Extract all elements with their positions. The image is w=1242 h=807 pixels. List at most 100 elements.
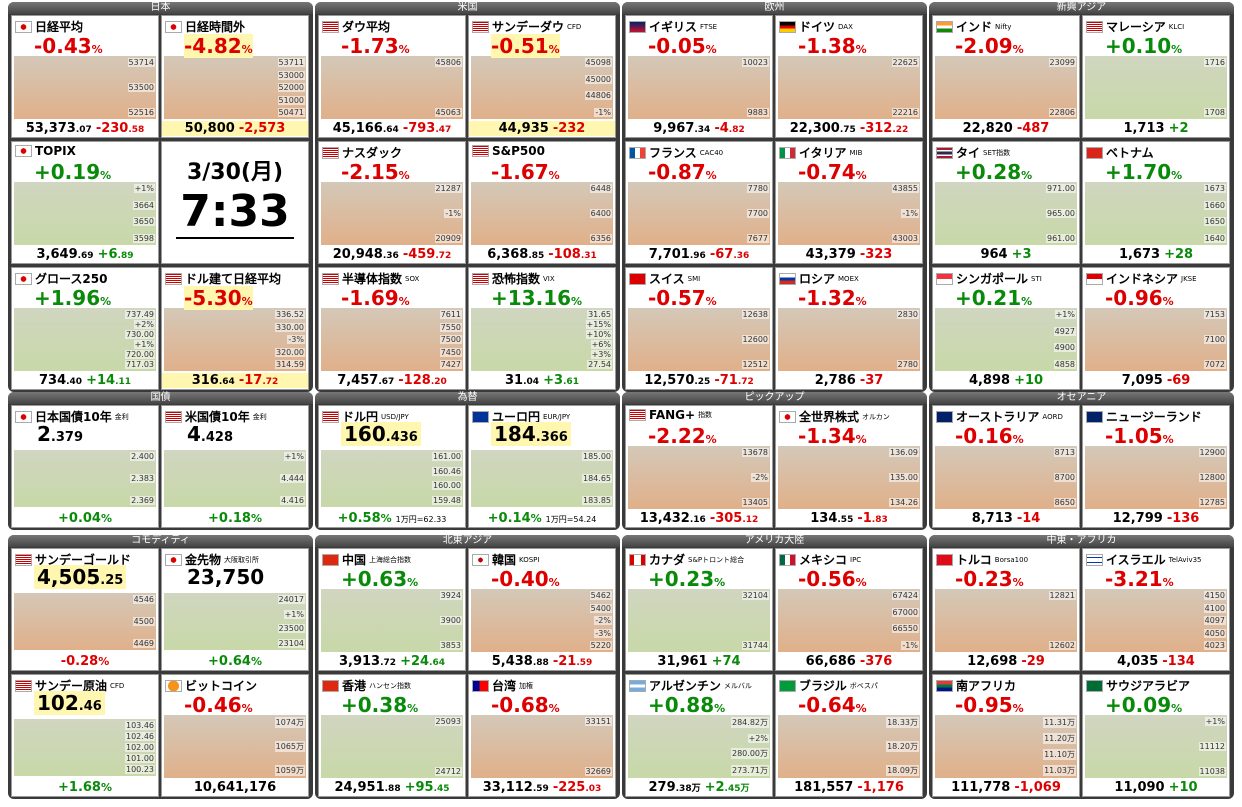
chart-label: 52516: [127, 108, 155, 117]
price-row: 2,786 -37: [776, 373, 922, 388]
value-main: -2,573: [238, 121, 286, 136]
flag-icon: [1086, 146, 1103, 159]
chart-labels: 33151 32669: [584, 717, 612, 776]
value-main: -0.57: [648, 286, 706, 310]
flag-icon: [936, 679, 953, 692]
value-main: 734: [38, 373, 67, 388]
value-fraction: .64: [429, 658, 445, 668]
time: 7:33: [176, 186, 294, 239]
chart-label: 11.10万: [1043, 749, 1076, 760]
sparkline-area: 737.49 +2% 730.00 +1% 720.00 717.03: [14, 308, 156, 371]
chart-label: 3924: [439, 591, 462, 600]
price-row: 66,686 -376: [776, 654, 922, 669]
market-name-row: グロース250: [15, 270, 107, 287]
value-unit: %: [100, 781, 112, 794]
value-fraction: .58: [128, 125, 145, 135]
market-cell: ダウ平均 45806 45063 -1.73% 45,166.64 -793.47: [318, 15, 466, 138]
value-main: +2: [704, 780, 725, 795]
chart-label: 730.00: [125, 330, 155, 339]
value-main: 31: [505, 373, 524, 388]
sparkline-area: 23099 22806: [935, 56, 1077, 119]
change: -312.22: [860, 121, 909, 136]
chart-label: 18.09万: [886, 765, 919, 776]
change-percent: +0.04%: [58, 511, 112, 526]
market-name: ナスダック: [342, 146, 403, 160]
chart-labels: 336.52 330.00 -3% 320.00 314.59: [275, 310, 305, 369]
flag-icon: [15, 145, 32, 157]
value-unit: %: [250, 655, 262, 668]
chart-label: 183.85: [582, 496, 612, 505]
chart-label: 4097: [1203, 616, 1226, 625]
chart-label: +15%: [585, 320, 612, 329]
flag-icon: [165, 553, 182, 566]
value-main: -0.43: [34, 34, 92, 58]
chart-labels: 1074万 1065万 1059万: [274, 717, 305, 776]
chart-label: 1640: [1203, 233, 1226, 243]
market-name: 中国: [342, 553, 367, 567]
sparkline-area: 8713 8700 8650: [935, 446, 1077, 509]
market-code: TelAviv35: [1168, 555, 1202, 564]
market-code: MIB: [849, 148, 863, 157]
market-cell: メキシコ IPC 67424 67000 66550 -1% -0.56% 66,686 -37…: [775, 548, 923, 671]
chart-labels: 1673 1660 1650 1640: [1203, 184, 1226, 243]
value-main: -376: [859, 654, 893, 669]
value-main: 9,967: [653, 121, 695, 136]
value-main: 316: [191, 373, 219, 388]
flag-icon: [165, 410, 182, 423]
chart-label: 3664: [132, 200, 155, 210]
value-main: 20,948: [332, 247, 383, 262]
chart-label: 102.46: [125, 732, 155, 741]
price-row: 44,935 -232: [469, 121, 615, 136]
chart-label: 51000: [277, 95, 305, 105]
price: 7,701.96: [649, 247, 706, 262]
price: 10,641,176: [194, 780, 276, 795]
chart-labels: 6448 6400 6356: [589, 184, 612, 243]
price: 964: [980, 247, 1007, 262]
chart-labels: 2.400 2.383 2.369: [130, 452, 155, 505]
chart-label: 7500: [439, 335, 462, 344]
flag-icon: [936, 146, 953, 159]
market-cell: 半導体指数 SOX 7611 7550 7500 7450 7427 -1.69% 7,457.…: [318, 267, 466, 390]
market-name: TOPIX: [35, 144, 76, 158]
value-unit: %: [705, 43, 717, 56]
value-main: 53,373: [25, 121, 76, 136]
chart-label: 13678: [741, 448, 769, 457]
value-main: +95: [404, 780, 434, 795]
value-main: 43,379: [805, 247, 856, 262]
chart-label: -1%: [594, 107, 612, 117]
value-main: 22,820: [962, 121, 1013, 136]
market-code: FTSE: [700, 22, 718, 31]
chart-labels: 10023 9883: [741, 58, 769, 117]
market-name-row: 金先物 大阪取引所: [165, 551, 259, 568]
value-main: +0.38: [341, 693, 408, 717]
market-code: MOEX: [838, 274, 859, 283]
change-percent: -2.15%: [341, 160, 410, 184]
value-unit: %: [100, 169, 112, 182]
chart-label: 1660: [1203, 200, 1226, 210]
chart-labels: 971.00 965.00 961.00: [1046, 184, 1076, 243]
value-fraction: .72: [737, 377, 754, 387]
flag-icon: [936, 553, 953, 566]
price: 184.366: [491, 422, 571, 446]
value-main: 7,457: [337, 373, 379, 388]
chart-label: 7780: [746, 184, 769, 193]
chart-label: 2830: [896, 310, 919, 319]
change-percent: -0.46%: [184, 693, 253, 717]
chart-label: +1%: [1204, 717, 1226, 726]
value-main: -230: [95, 121, 129, 136]
market-cell: ドル円 USD/JPY 161.00 160.46 160.00 159.48 160.43…: [318, 405, 466, 528]
chart-label: 284.82万: [731, 717, 769, 728]
chart-label: 45806: [434, 58, 462, 67]
value-main: +1.96: [34, 286, 101, 310]
change-percent: -0.40%: [491, 567, 560, 591]
market-group: 為替 ドル円 USD/JPY 161.00 160.46 160.00 159.48 160.…: [315, 392, 620, 530]
market-name-row: トルコ Borsa100: [936, 551, 1028, 568]
flag-icon: [779, 146, 796, 159]
market-code: IPC: [850, 555, 862, 564]
market-group: 国債 日本国債10年 金利 2.400 2.383 2.369 2.379 +0.04% 米国債…: [8, 392, 313, 530]
chart-label: 12602: [1048, 641, 1076, 650]
value-main: +24: [400, 654, 430, 669]
market-name-row: 全世界株式 オルカン: [779, 408, 890, 425]
chart-label: 24017: [277, 595, 305, 604]
sparkline-area: 13678 -2% 13405: [628, 446, 770, 509]
